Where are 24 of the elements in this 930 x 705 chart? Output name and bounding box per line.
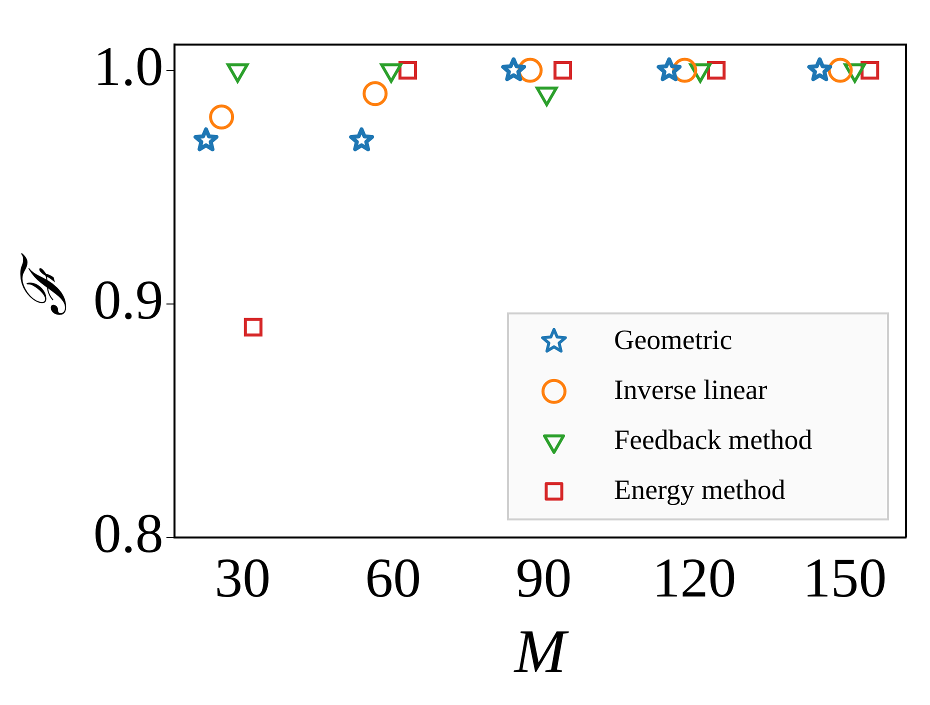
x-tick-label: 90 bbox=[516, 548, 572, 610]
point bbox=[656, 57, 682, 82]
point bbox=[209, 104, 234, 130]
point bbox=[244, 318, 262, 336]
x-tick-label: 60 bbox=[365, 548, 422, 610]
point bbox=[554, 61, 572, 80]
point bbox=[807, 57, 832, 82]
point bbox=[501, 57, 526, 82]
x-tick-label: 120 bbox=[652, 548, 736, 610]
x-tick-label: 30 bbox=[214, 548, 271, 610]
point bbox=[828, 58, 853, 83]
x-axis-title: M bbox=[513, 618, 570, 686]
point bbox=[349, 127, 374, 152]
y-tick-label: 0.9 bbox=[93, 270, 164, 332]
point bbox=[194, 127, 218, 152]
legend-label: Energy method bbox=[614, 474, 786, 506]
legend-label: Inverse linear bbox=[614, 374, 768, 406]
legend-label: Feedback method bbox=[614, 424, 812, 456]
legend-label: Geometric bbox=[614, 324, 732, 356]
x-tick-label: 150 bbox=[802, 548, 887, 610]
y-tick-label: 0.8 bbox=[93, 503, 164, 566]
y-axis-title: ℱ bbox=[11, 252, 80, 316]
point bbox=[362, 81, 388, 106]
y-tick-label: 1.0 bbox=[93, 36, 164, 98]
